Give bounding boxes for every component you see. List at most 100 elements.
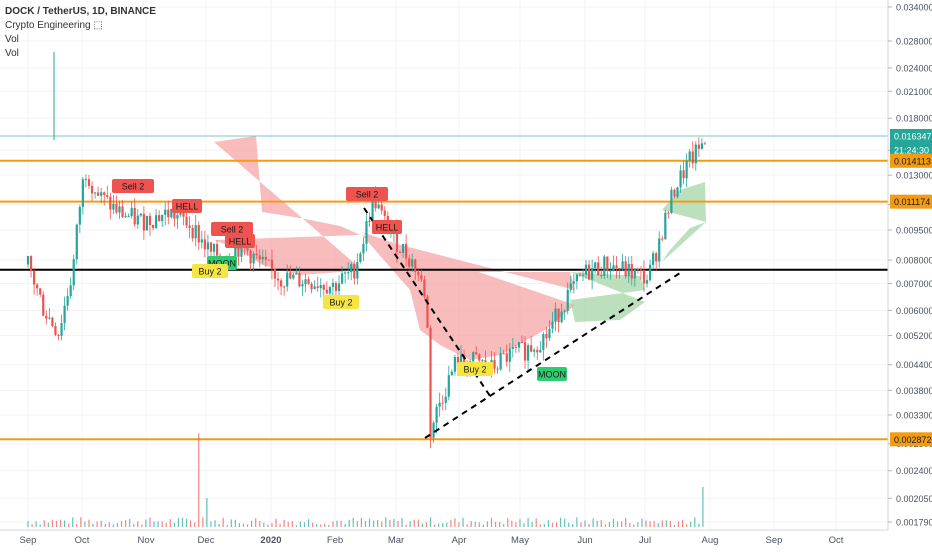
candle-body	[584, 264, 588, 275]
volume-bar	[259, 521, 261, 527]
volume-bar	[555, 522, 558, 527]
y-tick-label: 0.002050	[896, 494, 932, 504]
candle-body	[322, 285, 325, 290]
candle-body	[548, 328, 551, 339]
candle-body	[648, 264, 652, 281]
candle-body	[246, 245, 249, 251]
candle-body	[48, 317, 51, 319]
candle-body	[200, 239, 203, 243]
candle-body	[164, 209, 167, 215]
volume-bar	[450, 520, 452, 527]
volume-bar	[698, 523, 700, 527]
candle-body	[667, 212, 670, 214]
y-tick-label: 0.008000	[896, 256, 932, 266]
signal-label-bg[interactable]	[112, 179, 154, 193]
volume-bar	[397, 520, 399, 527]
volume-bar	[649, 521, 651, 527]
candle-body	[45, 315, 48, 319]
volume-bar	[307, 519, 310, 527]
candle-body	[560, 311, 563, 323]
candle-body	[533, 349, 536, 352]
candle-body	[182, 210, 185, 217]
candle-body	[258, 255, 261, 260]
candle-body	[603, 256, 606, 277]
signal-label-bg[interactable]	[372, 220, 402, 234]
signal-label: HELL	[376, 223, 399, 233]
volume-label-1[interactable]: Vol	[5, 34, 19, 45]
y-tick-label: 0.028000	[896, 36, 932, 46]
candle-body	[331, 283, 335, 287]
candle-body	[444, 396, 447, 403]
signal-label-bg[interactable]	[457, 362, 493, 376]
volume-bar	[438, 523, 440, 527]
x-tick-label: Nov	[138, 535, 155, 546]
volume-bar	[641, 518, 643, 527]
signal-label-bg[interactable]	[537, 367, 567, 381]
volume-bar	[584, 520, 586, 527]
candle-body	[185, 216, 188, 226]
volume-bar	[275, 518, 277, 527]
volume-bar	[608, 521, 611, 527]
candle-body	[347, 272, 350, 274]
volume-bar	[206, 498, 208, 527]
candle-body	[597, 262, 600, 276]
candle-body	[563, 310, 566, 312]
candle-body	[450, 371, 453, 376]
volume-bar	[645, 520, 647, 527]
y-tick-label: 0.001790	[896, 518, 932, 528]
volume-bar	[413, 519, 415, 527]
candle-body	[383, 210, 386, 217]
signal-label-bg[interactable]	[225, 234, 255, 248]
candle-body	[493, 360, 496, 369]
candle-body	[158, 215, 161, 221]
volume-bar	[222, 517, 224, 527]
x-tick-label: Mar	[388, 535, 404, 546]
candle-body	[447, 375, 450, 397]
candle-body	[103, 192, 106, 196]
volume-bar	[161, 521, 163, 527]
volume-bar	[596, 520, 598, 527]
y-tick-label: 0.009500	[896, 226, 932, 236]
candle-body	[652, 253, 655, 265]
signal-label-bg[interactable]	[323, 295, 359, 309]
x-tick-label: Feb	[327, 535, 343, 546]
signal-label-bg[interactable]	[211, 222, 253, 236]
volume-bar	[478, 522, 480, 527]
volume-bar	[72, 517, 74, 527]
volume-bar	[165, 522, 167, 527]
candle-body	[658, 238, 661, 262]
volume-bar	[702, 486, 704, 527]
volume-bar	[669, 521, 671, 527]
level-price-label: 0.011174	[894, 197, 930, 207]
volume-label-2[interactable]: Vol	[5, 48, 19, 59]
volume-bar	[92, 523, 94, 527]
candle-body	[106, 195, 109, 197]
volume-bar	[661, 520, 663, 527]
candle-body	[267, 259, 270, 261]
trendline-up[interactable]	[424, 272, 681, 439]
candle-body	[475, 352, 478, 355]
signal-label-bg[interactable]	[172, 199, 202, 213]
volume-bar	[352, 517, 354, 527]
symbol-title[interactable]: DOCK / TetherUS, 1D, BINANCE	[5, 6, 156, 17]
volume-bar	[173, 522, 175, 527]
candle-body	[627, 263, 630, 277]
candle-body	[69, 285, 72, 297]
candle-body	[118, 206, 121, 213]
volume-bar	[120, 521, 123, 527]
volume-bar	[507, 518, 509, 527]
volume-bar	[226, 524, 228, 527]
volume-bar	[356, 521, 358, 527]
candle-body	[212, 244, 216, 252]
signal-label-bg[interactable]	[192, 264, 228, 278]
volume-bar	[568, 522, 570, 527]
candle-body	[365, 221, 368, 244]
indicator-label[interactable]: Crypto Engineering ⬚	[5, 20, 103, 31]
candle-body	[350, 264, 353, 273]
candle-body	[209, 242, 213, 252]
candle-body	[408, 258, 411, 267]
x-tick-label: Oct	[75, 535, 90, 546]
signal-label-bg[interactable]	[346, 187, 388, 201]
